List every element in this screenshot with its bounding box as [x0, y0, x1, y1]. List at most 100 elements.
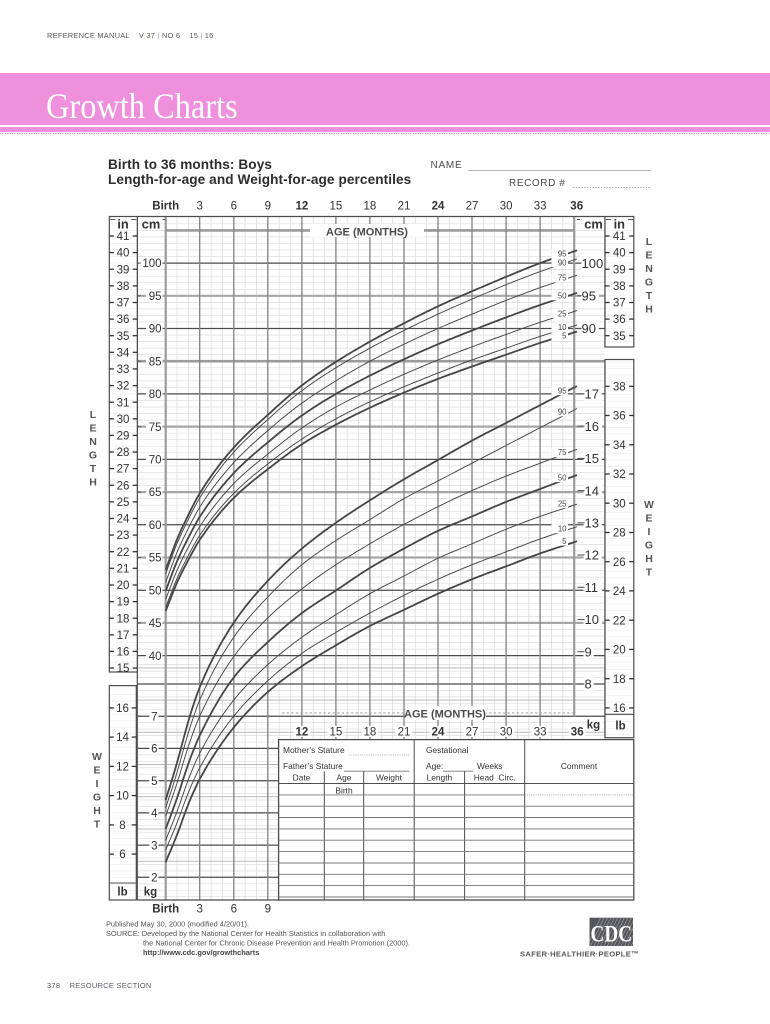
svg-text:24: 24 [117, 514, 130, 526]
svg-text:G: G [93, 792, 101, 804]
svg-text:75: 75 [558, 274, 567, 283]
svg-text:T: T [94, 819, 101, 831]
svg-text:36: 36 [613, 411, 626, 423]
svg-text:15: 15 [585, 451, 599, 466]
svg-text:21: 21 [117, 563, 130, 575]
svg-text:13: 13 [585, 516, 599, 531]
svg-text:39: 39 [117, 264, 130, 276]
svg-text:in: in [614, 217, 626, 232]
svg-text:5: 5 [562, 332, 567, 341]
svg-text:41: 41 [613, 231, 626, 243]
svg-text:40: 40 [117, 248, 130, 260]
svg-text:Head Circ.: Head Circ. [474, 773, 516, 783]
svg-text:38: 38 [613, 281, 626, 293]
svg-text:95: 95 [558, 250, 567, 259]
svg-text:SAFER·HEALTHIER·PEOPLE™: SAFER·HEALTHIER·PEOPLE™ [520, 950, 639, 959]
svg-text:20: 20 [117, 580, 130, 592]
svg-text:30: 30 [117, 414, 130, 426]
svg-text:27: 27 [466, 201, 479, 213]
svg-text:32: 32 [117, 381, 130, 393]
svg-text:18: 18 [364, 201, 377, 213]
svg-text:9: 9 [585, 644, 592, 659]
svg-text:T: T [646, 290, 653, 302]
svg-text:10: 10 [116, 791, 129, 803]
svg-text:100: 100 [142, 258, 161, 270]
svg-text:18: 18 [613, 674, 626, 686]
svg-text:N: N [645, 263, 653, 275]
svg-text:kg: kg [144, 887, 157, 899]
svg-text:17: 17 [585, 387, 599, 402]
svg-text:7: 7 [151, 711, 157, 723]
svg-text:95: 95 [582, 289, 596, 304]
svg-text:29: 29 [117, 431, 130, 443]
svg-text:25: 25 [117, 497, 130, 509]
svg-text:15: 15 [330, 727, 343, 739]
svg-text:cm: cm [142, 217, 161, 232]
svg-text:70: 70 [149, 455, 162, 467]
svg-text:6: 6 [231, 201, 237, 213]
svg-text:H: H [89, 477, 97, 489]
svg-text:27: 27 [466, 727, 479, 739]
svg-text:L: L [646, 236, 653, 248]
svg-text:Birth: Birth [152, 904, 179, 916]
svg-text:24: 24 [432, 727, 445, 739]
svg-text:39: 39 [613, 264, 626, 276]
svg-text:12: 12 [116, 762, 129, 774]
svg-text:16: 16 [613, 703, 626, 715]
svg-text:35: 35 [613, 331, 626, 343]
svg-text:lb: lb [117, 887, 127, 899]
svg-text:40: 40 [149, 651, 162, 663]
svg-text:Birth: Birth [335, 786, 353, 796]
svg-text:38: 38 [613, 381, 626, 393]
svg-text:cm: cm [584, 217, 603, 232]
svg-text:Published May 30, 2000 (modifi: Published May 30, 2000 (modified 4/20/01… [106, 920, 249, 929]
svg-text:SOURCE: Developed by the Natio: SOURCE: Developed by the National Center… [106, 929, 385, 938]
svg-text:W: W [92, 751, 102, 763]
svg-text:10: 10 [585, 612, 599, 627]
svg-text:18: 18 [117, 613, 130, 625]
svg-text:36: 36 [613, 314, 626, 326]
svg-text:26: 26 [117, 480, 130, 492]
svg-text:E: E [89, 423, 96, 435]
svg-text:38: 38 [117, 281, 130, 293]
svg-text:35: 35 [117, 331, 130, 343]
svg-text:the National Center for Chroni: the National Center for Chronic Disease … [143, 939, 410, 948]
svg-text:3: 3 [196, 201, 202, 213]
svg-text:90: 90 [582, 321, 596, 336]
svg-text:Father’s Stature: Father’s Stature [283, 761, 343, 771]
svg-text:36: 36 [571, 727, 584, 739]
svg-text:80: 80 [149, 389, 162, 401]
svg-text:L: L [90, 409, 97, 421]
svg-text:25: 25 [558, 309, 567, 318]
svg-text:22: 22 [117, 547, 130, 559]
svg-text:26: 26 [613, 557, 626, 569]
svg-text:N: N [89, 436, 97, 448]
svg-text:21: 21 [398, 727, 411, 739]
svg-text:Date: Date [293, 773, 311, 783]
svg-text:24: 24 [613, 586, 626, 598]
svg-text:G: G [645, 540, 653, 552]
svg-text:Weight: Weight [376, 773, 403, 783]
svg-text:Age: Age [337, 773, 352, 783]
svg-text:18: 18 [364, 727, 377, 739]
svg-text:16: 16 [116, 703, 129, 715]
svg-text:75: 75 [149, 422, 162, 434]
svg-text:36: 36 [117, 314, 130, 326]
svg-text:12: 12 [296, 201, 309, 213]
svg-text:12: 12 [296, 727, 309, 739]
svg-text:3: 3 [151, 840, 157, 852]
svg-text:AGE (MONTHS): AGE (MONTHS) [404, 709, 486, 721]
svg-text:T: T [90, 463, 97, 475]
svg-text:23: 23 [117, 530, 130, 542]
svg-text:Gestational: Gestational [426, 745, 469, 755]
svg-text:G: G [89, 450, 97, 462]
svg-text:50: 50 [558, 291, 567, 300]
svg-text:H: H [645, 304, 653, 316]
svg-text:6: 6 [151, 744, 157, 756]
svg-text:AGE (MONTHS): AGE (MONTHS) [326, 227, 408, 239]
svg-text:14: 14 [116, 732, 129, 744]
svg-text:25: 25 [558, 499, 567, 508]
svg-text:G: G [645, 277, 653, 289]
svg-text:28: 28 [613, 528, 626, 540]
svg-text:33: 33 [534, 201, 547, 213]
